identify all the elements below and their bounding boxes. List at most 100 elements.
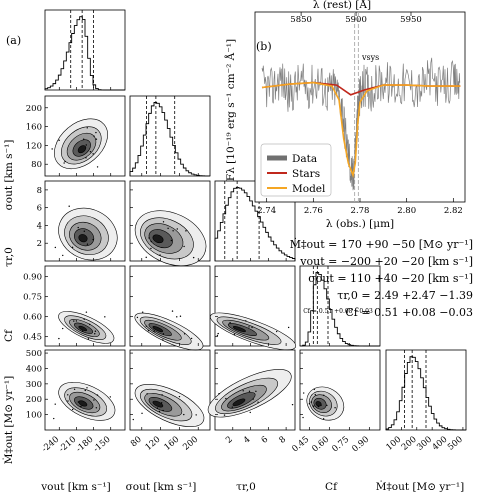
sample-point [167,227,169,230]
y-tick-label-sigma: 160 [26,123,42,133]
sample-point [275,330,278,333]
x-tick-label-tau: 4 [242,435,253,446]
sample-point [96,394,99,396]
y-tick-label-cf: 0.90 [23,273,42,283]
sample-point [85,311,88,313]
cf-histogram-title: Cf = 0.51 +0.08 −0.03 [303,308,373,315]
sample-point [255,390,257,393]
panel-tau-vs-vout: 2 4 6 8 [37,180,126,262]
sample-point [223,414,226,416]
sample-point [86,387,88,389]
sample-point [62,254,64,257]
sample-point [287,326,290,329]
sample-point [218,392,220,395]
sample-point [64,160,66,163]
sample-point [71,408,74,411]
y-tick-label-mdot: 300 [26,380,42,390]
sample-point [252,398,254,400]
panel-sigma-vs-sigma [129,95,211,177]
spectrum-top-tick-label: 5900 [345,15,367,25]
sample-point [320,404,322,406]
spectrum-x-tick-label: 2.82 [444,206,463,216]
sample-point [95,407,98,409]
spectrum-legend: Data Stars Model [260,143,332,197]
sample-point [145,256,147,259]
sample-point [170,239,173,242]
contour-level-5 [152,234,164,244]
sample-point [323,394,325,397]
panel-b-label: (b) [256,40,272,53]
sample-point [82,138,85,140]
sample-point [93,399,95,401]
sample-point [92,153,94,155]
sample-point [77,226,79,229]
sample-point [183,413,185,416]
panel-frame [299,265,381,347]
y-tick-label-mdot: 200 [26,395,42,405]
y-tick-label-sigma: 80 [31,160,42,170]
y-tick-label-tau: 8 [37,186,42,196]
panel-frame [129,265,211,347]
panel-cf-vs-cf [299,265,381,347]
panel-frame [299,349,381,431]
sample-point [248,390,251,393]
sample-point [179,315,182,317]
x-tick-label-cf: 0.75 [330,435,351,455]
panel-cf-vs-tau [210,265,297,351]
legend-label-data: Data [292,153,317,165]
sample-point [160,402,163,404]
panel-sigma-vs-vout: 80 120 160 200 [26,95,126,177]
sample-point [77,401,80,403]
panel-frame [44,9,126,91]
sample-point [312,405,315,407]
sample-point [132,418,134,421]
sample-point [86,127,88,129]
sample-point [81,330,84,332]
result-vout: vout = −200 +20 −20 [km s⁻¹] [299,255,473,268]
sample-point [62,327,64,330]
result-mdot: Ṁ‡out = 170 +90 −50 [M⊙ yr⁻¹] [290,237,473,251]
panel-cf-vs-vout: 0.45 0.60 0.75 0.90 [23,265,126,347]
panel-tau-vs-tau [214,180,296,262]
panel-mdot-vs-cf: 0.45 0.60 0.75 0.90 [290,349,381,455]
sample-point [216,334,219,337]
y-axis-label-mdot: Ṁ‡out [M⊙ yr⁻¹] [1,376,15,464]
sample-point [303,392,305,394]
x-axis-label-vout: vout [km s⁻¹] [40,481,111,493]
sample-point [109,396,112,398]
sample-point [86,243,89,245]
sample-point [326,404,328,407]
contour-level-5 [152,400,164,408]
sample-point [80,405,82,408]
panel-frame [44,95,126,177]
x-tick-label-vout: -180 [74,435,95,455]
sample-point [159,254,161,256]
sample-point [158,410,161,413]
sample-point [85,144,87,146]
sample-point [161,394,163,396]
sample-point [190,337,193,340]
sample-point [308,403,311,405]
sample-point [225,397,227,400]
sample-point [58,337,60,340]
x-tick-label-tau: 2 [224,435,235,446]
sample-point [148,237,150,239]
sample-point [150,247,152,250]
y-tick-label-mdot: 400 [26,364,42,374]
histogram-tau [214,186,296,261]
sample-point [95,131,97,134]
x-axis-label-sigma: σout [km s⁻¹] [126,481,197,493]
y-tick-label-mdot: 500 [26,349,42,359]
spectrum-bottom-axis-label: λ (obs.) [μm] [326,218,394,230]
spectrum-x-tick-label: 2.80 [397,206,416,216]
x-tick-label-vout: -210 [57,435,78,455]
sample-point [84,389,86,392]
panel-cf-vs-sigma [129,265,211,351]
x-tick-label-sigma: 200 [181,435,200,453]
sample-point [314,393,316,396]
y-tick-label-cf: 0.60 [23,313,42,323]
sample-point [146,393,148,395]
sample-point [104,316,106,318]
panel-frame [44,265,126,347]
